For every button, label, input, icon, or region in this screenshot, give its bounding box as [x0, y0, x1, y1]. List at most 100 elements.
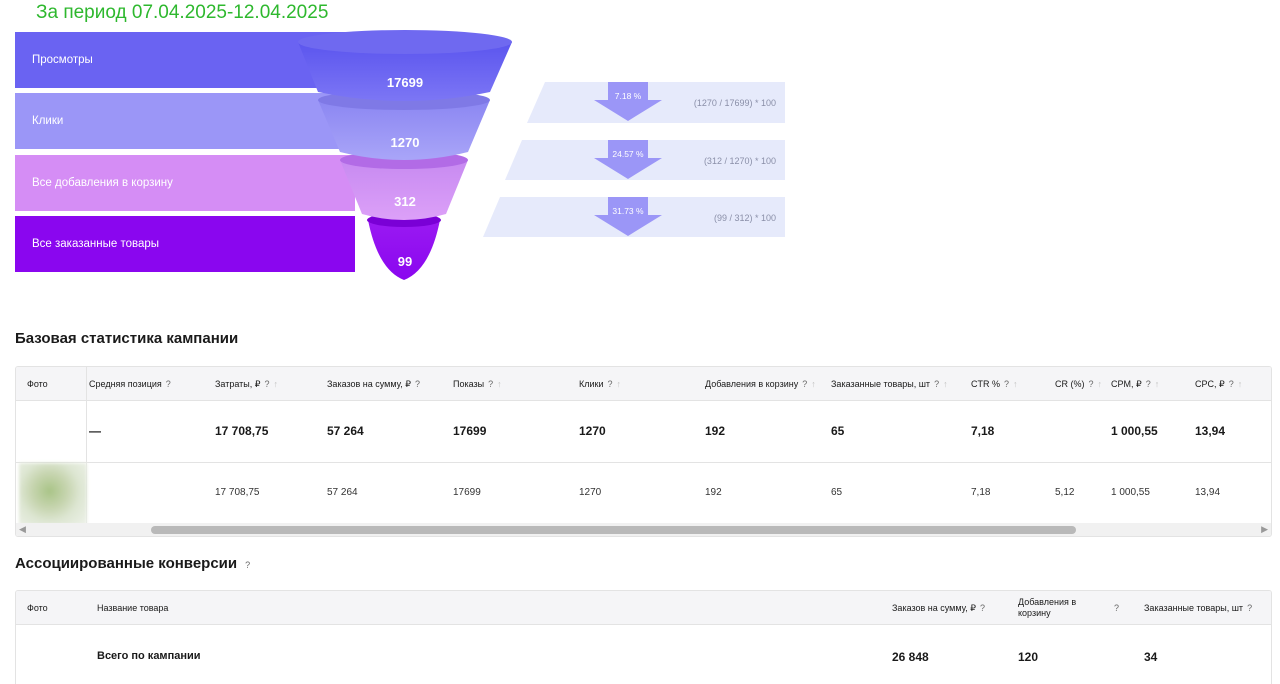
conversion-formula: (99 / 312) * 100: [713, 213, 776, 223]
scrollbar-thumb[interactable]: [151, 526, 1076, 534]
column-header-add-to-cart[interactable]: Добавления в корзину? ↑: [705, 379, 816, 389]
cell-ctr: 7,18: [971, 424, 995, 438]
section-title-assoc-conversions: Ассоциированные конверсии?: [15, 555, 251, 572]
cell-ordered-items: 34: [1144, 650, 1158, 664]
conversion-percent: 31.73 %: [612, 206, 644, 216]
help-icon[interactable]: ?: [165, 379, 171, 389]
help-icon[interactable]: ?: [488, 379, 494, 389]
sort-icon[interactable]: ↑: [497, 379, 502, 389]
funnel-stage-label: Все заказанные товары: [32, 238, 160, 250]
table-header: Фото Название товара Заказов на сумму, ₽…: [16, 591, 1271, 625]
funnel-graphic: [298, 30, 512, 280]
conversion-percent: 24.57 %: [612, 149, 644, 159]
help-icon[interactable]: ?: [1004, 379, 1010, 389]
sort-icon[interactable]: ↑: [1237, 379, 1243, 389]
cell-spend: 17 708,75: [215, 487, 260, 498]
help-icon[interactable]: ?: [934, 379, 940, 389]
column-header-spend[interactable]: Затраты, ₽? ↑: [215, 378, 279, 390]
sort-icon[interactable]: ↑: [1097, 379, 1103, 389]
funnel-stage-cart: Все добавления в корзину: [15, 155, 355, 211]
help-icon-add-to-cart[interactable]: ?: [1114, 603, 1120, 613]
cell-add-to-cart: 192: [705, 424, 726, 438]
column-header-ordered-items[interactable]: Заказанные товары, шт? ↑: [831, 379, 948, 389]
cell-cpm: 1 000,55: [1111, 424, 1158, 438]
scroll-left-icon[interactable]: ◀: [19, 524, 26, 534]
assoc-conversions-table: Фото Название товара Заказов на сумму, ₽…: [15, 590, 1272, 684]
funnel-value-orders: 99: [397, 254, 413, 269]
help-icon[interactable]: ?: [979, 603, 985, 613]
funnel-stage-label: Просмотры: [32, 54, 93, 66]
cell-avg-position: —: [89, 424, 101, 438]
column-header-cr[interactable]: CR (%)? ↑: [1055, 379, 1103, 389]
cell-cpc: 13,94: [1195, 424, 1226, 438]
cell-impressions: 17699: [453, 424, 487, 438]
column-header-avg-position[interactable]: Средняя позиция?: [89, 379, 171, 389]
funnel-stage-clicks: Клики: [15, 93, 355, 149]
funnel-value-cart: 312: [394, 194, 416, 209]
period-label: За период 07.04.2025-12.04.2025: [36, 2, 329, 23]
column-header-impressions[interactable]: Показы? ↑: [453, 379, 502, 389]
sort-icon[interactable]: ↑: [1154, 379, 1160, 389]
cell-orders-sum: 57 264: [327, 424, 364, 438]
down-arrow-icon: [594, 197, 662, 236]
cell-add-to-cart: 192: [705, 487, 722, 498]
cell-orders-sum: 26 848: [892, 650, 929, 664]
funnel-stage-label: Клики: [32, 115, 64, 127]
cell-clicks: 1270: [579, 487, 602, 498]
sort-icon[interactable]: ↑: [616, 379, 622, 389]
column-header-product-name: Название товара: [97, 603, 169, 613]
help-icon[interactable]: ?: [1145, 379, 1151, 389]
sort-icon[interactable]: ↑: [943, 379, 948, 389]
funnel-segment-clicks: [318, 100, 490, 160]
cell-cpc: 13,94: [1195, 487, 1221, 498]
sort-icon[interactable]: ↑: [811, 379, 816, 389]
column-header-cpc[interactable]: CPC, ₽? ↑: [1195, 378, 1243, 390]
column-header-photo: Фото: [27, 603, 48, 613]
help-icon[interactable]: ?: [264, 379, 270, 389]
funnel-value-views: 17699: [386, 75, 424, 90]
scroll-right-icon[interactable]: ▶: [1261, 524, 1268, 534]
column-header-ordered-items[interactable]: Заказанные товары, шт?: [1144, 603, 1253, 613]
cell-clicks: 1270: [579, 424, 606, 438]
cell-ordered-items: 65: [831, 424, 845, 438]
funnel-stage-orders: Все заказанные товары: [15, 216, 355, 272]
row-divider: [16, 462, 1271, 463]
section-title-base-stats: Базовая статистика кампании: [15, 330, 239, 347]
help-icon[interactable]: ?: [414, 379, 420, 389]
cell-cr: 5,12: [1055, 487, 1075, 498]
column-header-clicks[interactable]: Клики? ↑: [579, 379, 622, 389]
column-header-add-to-cart[interactable]: Добавления в корзину: [1018, 597, 1077, 618]
funnel-value-clicks: 1270: [390, 135, 420, 150]
column-header-cpm[interactable]: CPM, ₽? ↑: [1111, 378, 1160, 390]
product-thumbnail[interactable]: [19, 463, 87, 525]
down-arrow-icon: [594, 140, 662, 179]
help-icon[interactable]: ?: [607, 379, 613, 389]
help-icon[interactable]: ?: [245, 560, 251, 570]
column-header-ctr[interactable]: CTR %? ↑: [971, 379, 1018, 389]
sort-icon[interactable]: ↑: [1013, 379, 1018, 389]
cell-spend: 17 708,75: [215, 424, 269, 438]
base-stats-table: Фото Средняя позиция? Затраты, ₽? ↑ Заказ…: [15, 366, 1272, 537]
down-arrow-icon: [594, 82, 662, 121]
conversion-formula: (1270 / 17699) * 100: [693, 98, 776, 108]
horizontal-scrollbar[interactable]: ◀ ▶: [16, 523, 1271, 536]
help-icon[interactable]: ?: [802, 379, 808, 389]
help-icon[interactable]: ?: [1088, 379, 1094, 389]
cell-impressions: 17699: [453, 487, 481, 498]
conversion-percent: 7.18 %: [614, 91, 642, 101]
column-header-photo: Фото: [27, 379, 48, 389]
funnel-stage-label: Все добавления в корзину: [32, 177, 173, 189]
table-header: Фото Средняя позиция? Затраты, ₽? ↑ Заказ…: [16, 367, 1271, 401]
conversion-formula: (312 / 1270) * 100: [703, 156, 776, 166]
conversion-bands: [483, 82, 785, 237]
help-icon[interactable]: ?: [1247, 603, 1253, 613]
cell-ctr: 7,18: [971, 487, 991, 498]
column-header-orders-sum[interactable]: Заказов на сумму, ₽?: [892, 602, 985, 614]
funnel-segment-orders: [368, 220, 440, 280]
cell-product-name: Всего по кампании: [97, 650, 201, 662]
column-header-orders-sum[interactable]: Заказов на сумму, ₽?: [327, 378, 420, 390]
cell-cpm: 1 000,55: [1111, 487, 1150, 498]
funnel-segment-cart: [340, 160, 468, 220]
sort-icon[interactable]: ↑: [273, 379, 279, 389]
help-icon[interactable]: ?: [1228, 379, 1234, 389]
